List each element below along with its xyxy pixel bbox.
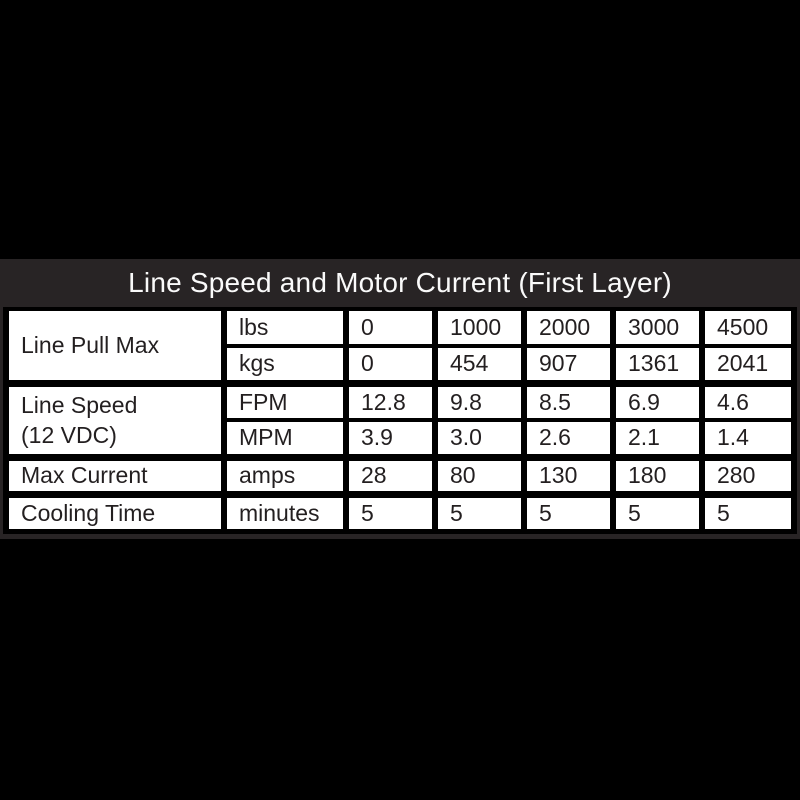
table-row: Line Speed (12 VDC) FPM 12.8 9.8 8.5 6.9…: [3, 379, 797, 459]
value-cell: 8.5: [521, 379, 616, 422]
value-cell: 0: [343, 344, 438, 385]
value-cell: 280: [699, 453, 797, 496]
table-row: Line Pull Max lbs 0 1000 2000 3000 4500: [3, 307, 797, 385]
unit-cell: MPM: [221, 418, 349, 459]
row-label-cell: Max Current: [3, 453, 227, 496]
value-cell: 5: [610, 490, 705, 534]
value-cell: 5: [432, 490, 527, 534]
value-cell: 3.0: [432, 418, 527, 459]
value-cell: 5: [699, 490, 797, 534]
value-cell: 907: [521, 344, 616, 385]
value-cell: 3.9: [343, 418, 438, 459]
table-title: Line Speed and Motor Current (First Laye…: [128, 267, 672, 298]
value-cell: 1000: [432, 307, 527, 348]
row-label-cell: Line Pull Max: [3, 307, 227, 385]
row-label: Line Pull Max: [21, 332, 160, 359]
value-cell: 4.6: [699, 379, 797, 422]
value-cell: 2041: [699, 344, 797, 385]
value-cell: 2.6: [521, 418, 616, 459]
value-cell: 6.9: [610, 379, 705, 422]
spec-table: Line Pull Max lbs 0 1000 2000 3000 4500 …: [3, 307, 797, 534]
value-cell: 2.1: [610, 418, 705, 459]
table-row: Max Current amps 28 80 130 180 280: [3, 453, 797, 496]
row-label-cell: Line Speed (12 VDC): [3, 379, 227, 459]
value-cell: 4500: [699, 307, 797, 348]
table-title-bar: Line Speed and Motor Current (First Laye…: [0, 259, 800, 307]
value-cell: 0: [343, 307, 438, 348]
unit-cell: kgs: [221, 344, 349, 385]
value-cell: 130: [521, 453, 616, 496]
row-label-cell: Cooling Time: [3, 490, 227, 534]
row-label-line2: (12 VDC): [21, 422, 117, 448]
value-cell: 9.8: [432, 379, 527, 422]
table-row: Cooling Time minutes 5 5 5 5 5: [3, 490, 797, 534]
value-cell: 1361: [610, 344, 705, 385]
value-cell: 454: [432, 344, 527, 385]
row-label-line1: Line Speed: [21, 392, 138, 418]
table-row: kgs 0 454 907 1361 2041: [6, 344, 797, 385]
unit-cell: lbs: [221, 307, 349, 348]
unit-cell: minutes: [221, 490, 349, 534]
value-cell: 5: [521, 490, 616, 534]
value-cell: 3000: [610, 307, 705, 348]
value-cell: 28: [343, 453, 438, 496]
value-cell: 5: [343, 490, 438, 534]
value-cell: 80: [432, 453, 527, 496]
unit-cell: amps: [221, 453, 349, 496]
value-cell: 180: [610, 453, 705, 496]
value-cell: 12.8: [343, 379, 438, 422]
spec-table-panel: Line Speed and Motor Current (First Laye…: [0, 259, 800, 539]
unit-cell: FPM: [221, 379, 349, 422]
value-cell: 2000: [521, 307, 616, 348]
table-row: MPM 3.9 3.0 2.6 2.1 1.4: [6, 418, 797, 459]
value-cell: 1.4: [699, 418, 797, 459]
